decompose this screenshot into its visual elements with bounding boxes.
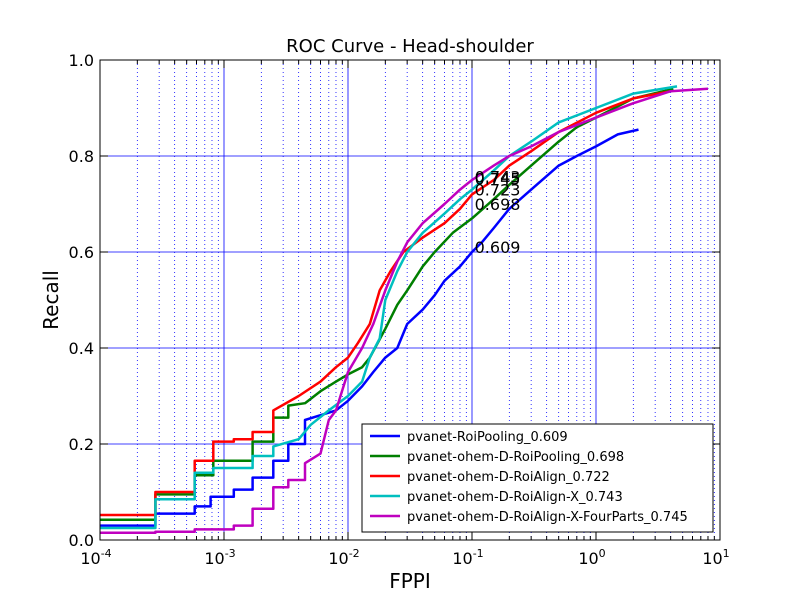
legend-label: pvanet-ohem-D-RoiAlign-X-FourParts_0.745 bbox=[407, 510, 688, 525]
x-tick-label: 101 bbox=[702, 547, 729, 568]
legend-label: pvanet-ohem-D-RoiAlign_0.722 bbox=[407, 470, 610, 485]
series-line-0 bbox=[100, 128, 639, 527]
y-axis-label: Recall bbox=[39, 270, 63, 330]
series-line-4 bbox=[100, 87, 709, 535]
y-tick-label: 0.0 bbox=[69, 531, 94, 550]
plot-frame bbox=[99, 59, 721, 541]
x-tick-label: 10-1 bbox=[452, 547, 483, 568]
chart-title: ROC Curve - Head-shoulder bbox=[286, 36, 534, 57]
legend: pvanet-RoiPooling_0.609 pvanet-ohem-D-Roi… bbox=[361, 423, 714, 533]
y-tick-label: 1.0 bbox=[69, 51, 94, 70]
x-axis-label: FPPI bbox=[389, 569, 431, 593]
legend-label: pvanet-RoiPooling_0.609 bbox=[407, 430, 568, 445]
value-annotation: 0.743 bbox=[475, 168, 521, 187]
value-annotation: 0.745 bbox=[475, 170, 521, 189]
x-tick-label: 10-3 bbox=[204, 547, 235, 568]
x-tick-label: 10-4 bbox=[80, 547, 111, 568]
axis-ticks: 10-4 10-3 10-2 10-1 100 101 0.0 0.2 0.4 0.6 0.8 1.0 bbox=[69, 51, 730, 568]
legend-box bbox=[361, 423, 714, 533]
series-layer bbox=[100, 85, 709, 535]
value-annotation: 0.723 bbox=[475, 181, 521, 200]
y-tick-label: 0.4 bbox=[69, 339, 94, 358]
y-tick-label: 0.2 bbox=[69, 435, 94, 454]
y-tick-label: 0.8 bbox=[69, 147, 94, 166]
x-tick-label: 10-2 bbox=[328, 547, 359, 568]
x-tick-label: 100 bbox=[578, 547, 605, 568]
value-annotation: 0.698 bbox=[475, 195, 521, 214]
y-tick-label: 0.6 bbox=[69, 243, 94, 262]
series-line-2 bbox=[100, 89, 671, 517]
legend-label: pvanet-ohem-D-RoiAlign-X_0.743 bbox=[407, 490, 623, 505]
value-annotation: 0.609 bbox=[475, 238, 521, 257]
legend-label: pvanet-ohem-D-RoiPooling_0.698 bbox=[407, 450, 624, 465]
